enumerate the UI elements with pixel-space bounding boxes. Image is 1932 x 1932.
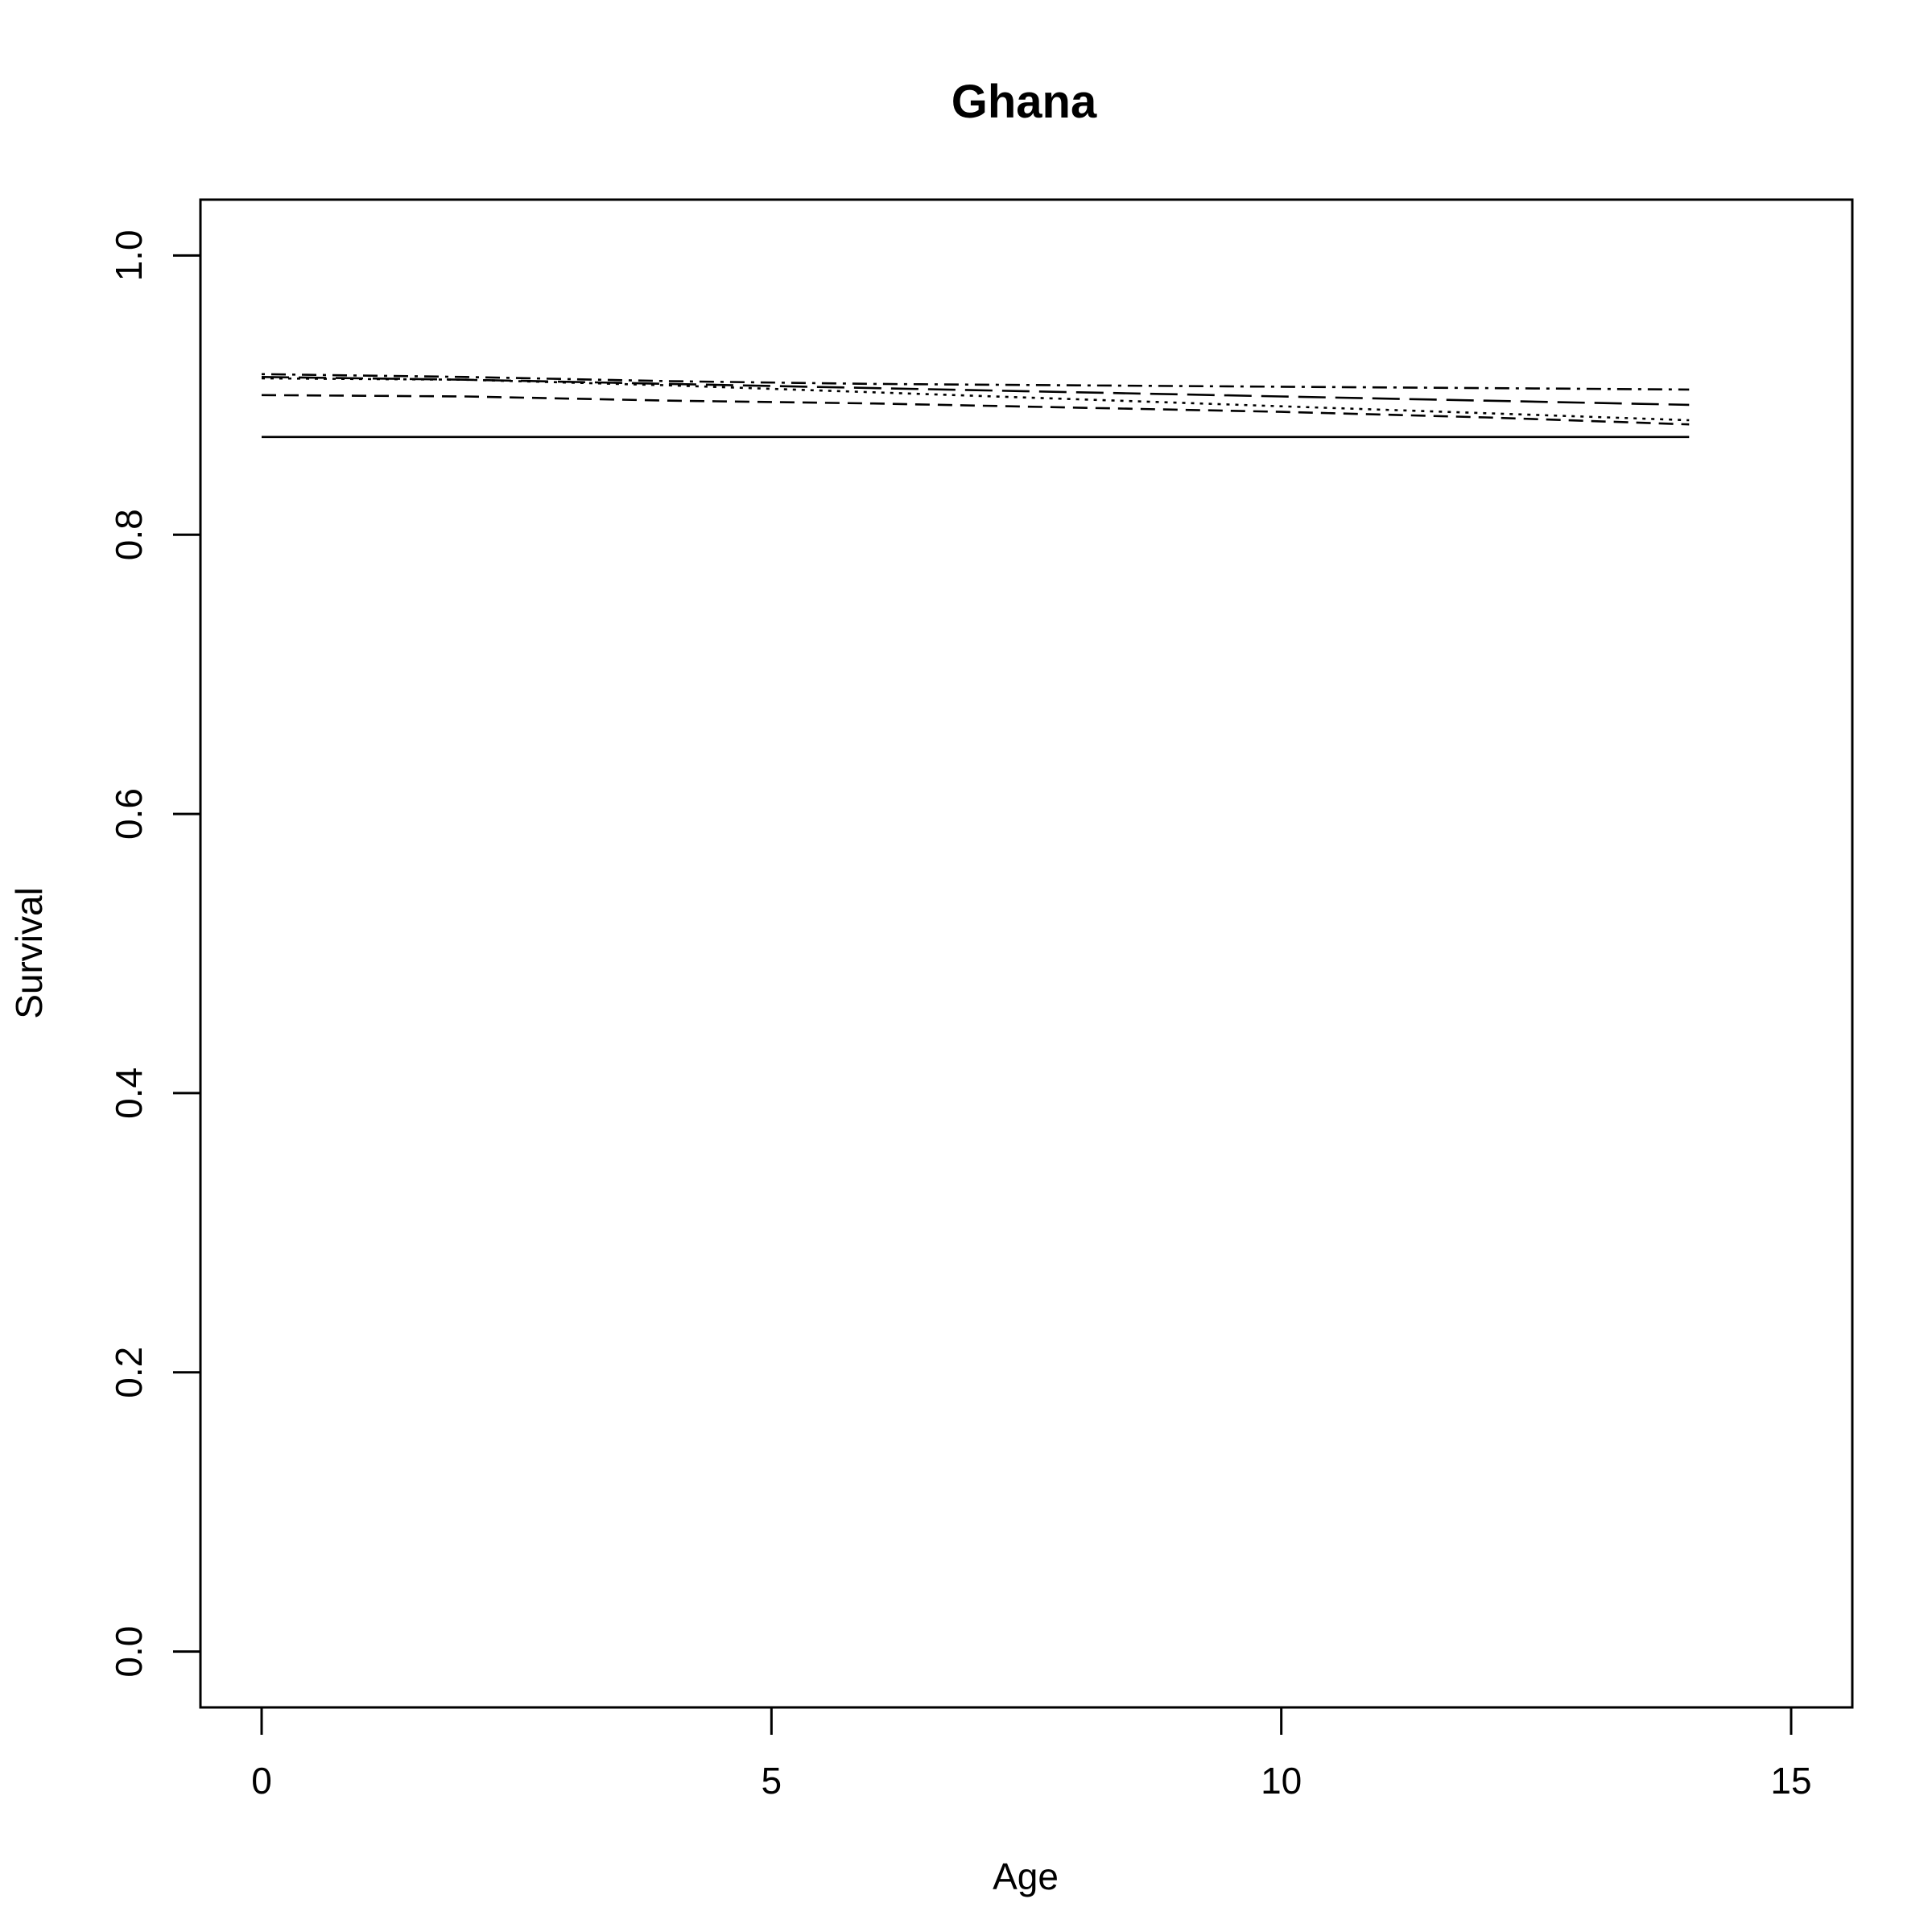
y-tick-label: 0.4 bbox=[108, 1067, 150, 1119]
y-tick-label: 0.2 bbox=[108, 1347, 150, 1398]
plot-frame bbox=[199, 198, 1854, 1709]
x-tick-label: 0 bbox=[251, 1760, 272, 1802]
series-line-dotdash bbox=[261, 373, 1690, 391]
x-tick-label: 10 bbox=[1261, 1760, 1302, 1802]
chart-title: Ghana bbox=[952, 76, 1097, 128]
y-axis-label: Survival bbox=[8, 887, 50, 1019]
series-group bbox=[261, 373, 1690, 439]
y-tick-label: 0.0 bbox=[108, 1626, 150, 1678]
y-tick-label: 1.0 bbox=[108, 229, 150, 281]
x-axis: 0 5 10 15 bbox=[251, 1706, 1812, 1802]
y-axis: 0.0 0.2 0.4 0.6 0.8 1.0 bbox=[108, 229, 202, 1678]
x-tick-label: 5 bbox=[762, 1760, 782, 1802]
series-line-dashed bbox=[261, 394, 1690, 426]
x-tick-label: 15 bbox=[1770, 1760, 1811, 1802]
series-line-longdash bbox=[261, 376, 1690, 407]
y-tick-label: 0.8 bbox=[108, 509, 150, 560]
x-axis-label: Age bbox=[993, 1856, 1059, 1897]
y-tick-label: 0.6 bbox=[108, 788, 150, 840]
